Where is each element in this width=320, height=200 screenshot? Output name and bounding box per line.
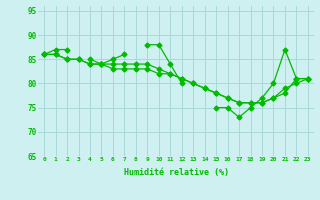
X-axis label: Humidité relative (%): Humidité relative (%) — [124, 168, 228, 177]
